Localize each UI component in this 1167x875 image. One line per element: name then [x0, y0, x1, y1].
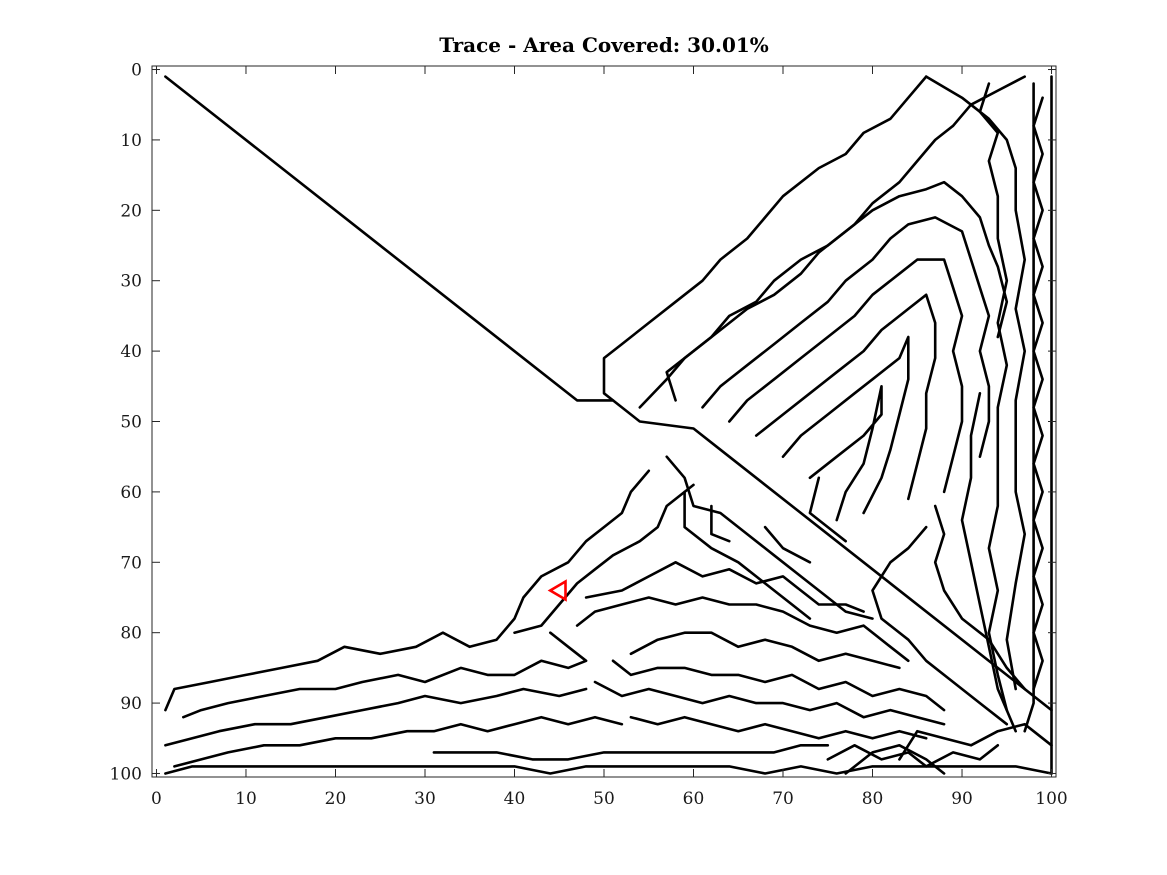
trace-segment: [629, 715, 928, 740]
trace-segment: [844, 743, 946, 775]
y-tick-label: 40: [120, 342, 142, 362]
y-tick-label: 0: [131, 61, 142, 81]
y-tick-label: 80: [120, 624, 142, 644]
trace-segment: [164, 469, 651, 712]
x-tick-label: 60: [683, 789, 705, 809]
trace-segment: [182, 631, 588, 719]
trace-segment: [924, 75, 1026, 691]
x-tick-label: 0: [151, 789, 162, 809]
trace-segment: [575, 596, 910, 663]
y-tick-label: 100: [110, 764, 142, 784]
trace-segment: [584, 560, 865, 613]
trace-segment: [683, 490, 812, 620]
trace-segment: [763, 525, 812, 564]
x-tick-label: 10: [235, 789, 257, 809]
y-tick-label: 60: [120, 483, 142, 503]
y-tick-label: 10: [120, 131, 142, 151]
trace-segment: [808, 476, 848, 543]
trace-segment: [960, 391, 1018, 733]
x-tick-label: 90: [951, 789, 973, 809]
y-tick-label: 90: [120, 694, 142, 714]
trace-segment: [629, 631, 901, 670]
trace-layer: [164, 75, 1053, 775]
trace-segment: [593, 680, 946, 726]
trace-segment: [513, 483, 695, 635]
chart-title: Trace - Area Covered: 30.01%: [439, 33, 769, 57]
trace-segment: [611, 659, 946, 712]
trace-segment: [871, 525, 1009, 726]
trace-segment: [781, 335, 910, 515]
trace-segment: [602, 75, 928, 402]
trace-segment: [432, 743, 830, 761]
trace-segment: [754, 293, 937, 501]
y-tick-label: 70: [120, 553, 142, 573]
x-tick-label: 50: [593, 789, 615, 809]
x-tick-label: 20: [325, 789, 347, 809]
x-axis: 0 10 20 30 40 50 60 70 80 90 100: [151, 66, 1068, 809]
trace-segment: [826, 743, 1000, 768]
trace-segment: [164, 75, 1053, 712]
plot-area: [164, 75, 1053, 775]
y-axis: 0 10 20 30 40 50 60 70 80 90 100: [110, 61, 1056, 784]
trace-segment: [710, 504, 731, 543]
trace-segment: [701, 216, 991, 459]
trace-segment: [1032, 96, 1044, 691]
x-tick-label: 30: [414, 789, 436, 809]
trace-segment: [164, 765, 1053, 775]
trace-segment: [933, 504, 1026, 691]
trace-segment: [173, 715, 624, 768]
trace-segment: [727, 258, 964, 494]
x-tick-label: 80: [862, 789, 884, 809]
x-tick-label: 100: [1035, 789, 1067, 809]
marker-layer: [547, 579, 567, 602]
y-tick-label: 20: [120, 201, 142, 221]
y-tick-label: 30: [120, 272, 142, 292]
x-tick-label: 40: [504, 789, 526, 809]
y-tick-label: 50: [120, 413, 142, 433]
trace-segment: [164, 687, 588, 747]
x-tick-label: 70: [772, 789, 794, 809]
position-marker: [547, 579, 567, 602]
trace-segment: [808, 384, 883, 522]
trace-segment: [978, 82, 1009, 712]
trace-segment: [665, 180, 1009, 402]
trace-segment: [898, 722, 1053, 761]
trace-segment: [1023, 82, 1035, 733]
